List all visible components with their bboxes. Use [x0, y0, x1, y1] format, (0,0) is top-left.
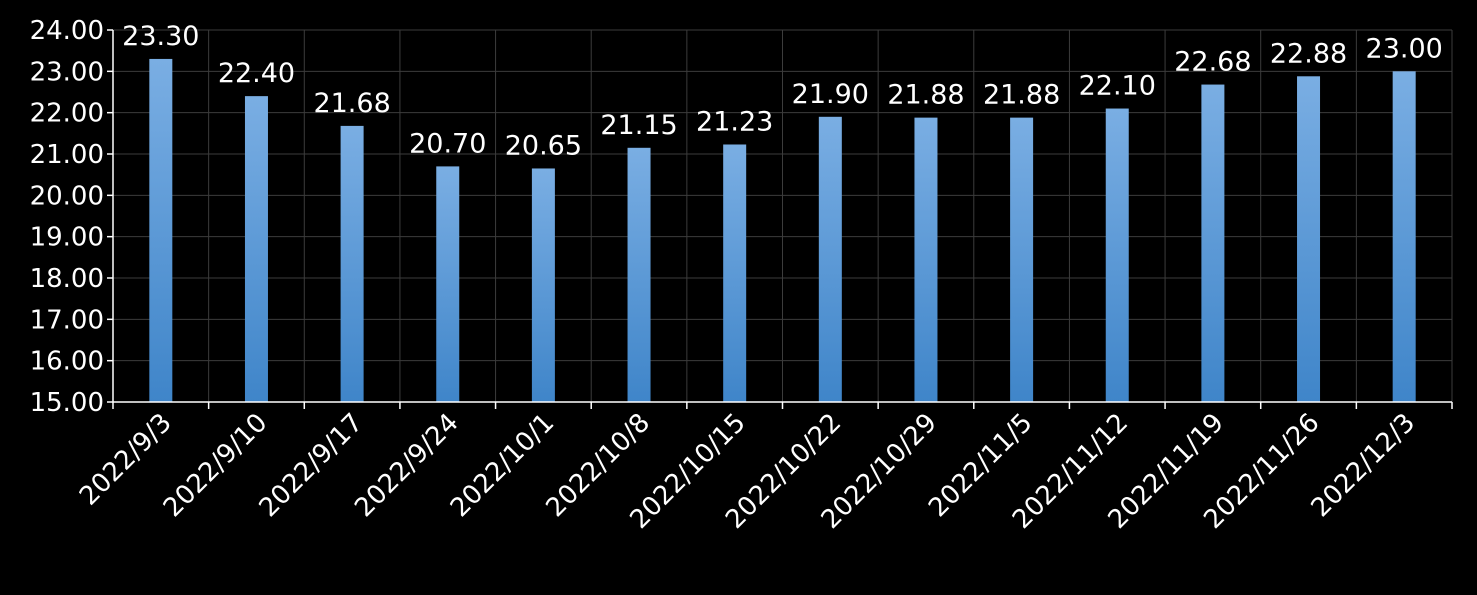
- data-label: 22.40: [218, 58, 295, 89]
- data-label: 20.70: [409, 128, 486, 159]
- data-label: 22.10: [1079, 71, 1156, 102]
- y-tick-label: 16.00: [30, 347, 104, 377]
- y-tick-label: 18.00: [30, 264, 104, 294]
- x-tick-label: 2022/12/3: [1306, 408, 1421, 523]
- bar: [531, 168, 555, 402]
- y-tick-labels: 15.00 16.00 17.00 18.00 19.00 20.00 21.00 22.00…: [30, 16, 104, 418]
- axes: [107, 29, 1453, 409]
- y-tick-label: 23.00: [30, 57, 104, 87]
- y-tick-label: 24.00: [30, 16, 104, 46]
- grid-lines: [113, 29, 1453, 402]
- y-tick-label: 17.00: [30, 305, 104, 335]
- data-label: 21.15: [600, 110, 677, 141]
- y-tick-label: 15.00: [30, 388, 104, 418]
- bar: [1010, 117, 1034, 403]
- bar: [1105, 108, 1129, 403]
- data-label: 21.88: [887, 80, 964, 111]
- bar: [627, 147, 651, 402]
- data-label: 23.00: [1366, 33, 1443, 64]
- data-label: 21.68: [313, 88, 390, 119]
- data-label: 20.65: [505, 130, 582, 161]
- bars: [149, 58, 1416, 403]
- y-tick-label: 20.00: [30, 181, 104, 211]
- x-tick-labels: 2022/9/32022/9/102022/9/172022/9/242022/…: [74, 408, 1421, 535]
- bar: [244, 96, 268, 402]
- bar: [723, 144, 747, 402]
- y-tick-label: 22.00: [30, 99, 104, 129]
- data-label: 21.23: [696, 106, 773, 137]
- y-tick-label: 19.00: [30, 223, 104, 253]
- data-label: 22.88: [1270, 38, 1347, 69]
- y-tick-label: 21.00: [30, 140, 104, 170]
- x-tick-label: 2022/9/3: [74, 408, 178, 512]
- bar: [818, 116, 842, 403]
- data-label: 21.90: [792, 79, 869, 110]
- data-label: 23.30: [122, 21, 199, 52]
- data-label: 21.88: [983, 80, 1060, 111]
- bar: [1297, 76, 1321, 402]
- bar: [149, 58, 173, 402]
- data-labels: 23.30 22.40 21.68 20.70 20.65 21.15 21.23 21.90…: [122, 21, 1443, 162]
- bar: [1392, 71, 1416, 402]
- bar: [1201, 84, 1225, 402]
- bar: [436, 166, 460, 402]
- bar: [914, 117, 938, 403]
- data-label: 22.68: [1174, 47, 1251, 78]
- bar: [340, 125, 364, 402]
